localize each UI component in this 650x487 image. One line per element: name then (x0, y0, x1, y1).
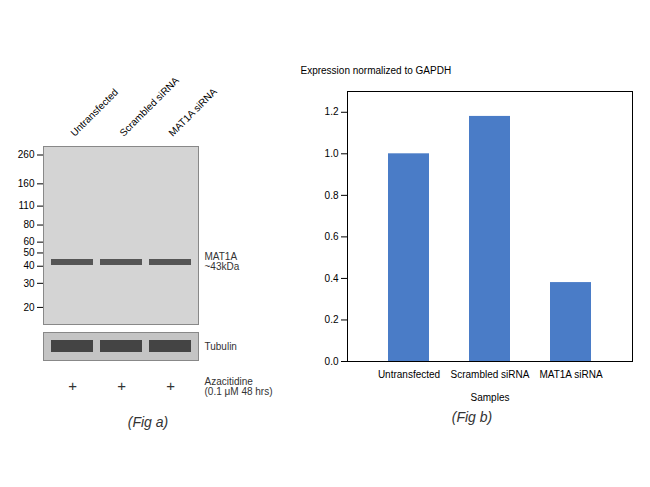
svg-text:0.6: 0.6 (325, 231, 339, 242)
svg-text:1.0: 1.0 (325, 148, 339, 159)
svg-text:0.8: 0.8 (325, 189, 339, 200)
svg-text:+: + (166, 377, 175, 394)
svg-text:MAT1A~43kDa: MAT1A~43kDa (205, 251, 240, 272)
svg-text:+: + (68, 377, 77, 394)
svg-text:110: 110 (19, 200, 35, 211)
svg-text:Tubulin: Tubulin (205, 340, 237, 351)
svg-text:60: 60 (23, 236, 35, 247)
svg-text:260: 260 (18, 149, 35, 160)
svg-text:Expression normalized to GAPDH: Expression normalized to GAPDH (301, 64, 452, 75)
svg-text:1.2: 1.2 (325, 106, 339, 117)
html-text:(Fig b): (Fig b) (451, 408, 493, 425)
svg-text:MAT1A siRNA: MAT1A siRNA (539, 368, 602, 379)
svg-text:MAT1A siRNA: MAT1A siRNA (166, 85, 219, 138)
svg-text:Untransfected: Untransfected (68, 86, 120, 138)
svg-text:30: 30 (23, 277, 35, 288)
svg-text:Azacitidine(0.1 μM 48 hrs): Azacitidine(0.1 μM 48 hrs) (205, 375, 273, 396)
svg-text:160: 160 (18, 178, 35, 189)
svg-text:0.4: 0.4 (325, 272, 339, 283)
html-text:(Fig a): (Fig a) (127, 413, 169, 430)
svg-text:80: 80 (23, 219, 35, 230)
svg-text:Scrambled siRNA: Scrambled siRNA (117, 74, 181, 138)
svg-text:Samples: Samples (471, 391, 510, 402)
svg-text:Scrambled siRNA: Scrambled siRNA (451, 368, 530, 379)
svg-text:0.0: 0.0 (325, 355, 339, 366)
svg-text:40: 40 (23, 260, 35, 271)
svg-text:0.2: 0.2 (325, 314, 339, 325)
svg-text:+: + (117, 377, 126, 394)
svg-text:50: 50 (23, 247, 35, 258)
svg-text:Untransfected: Untransfected (378, 368, 440, 379)
svg-text:20: 20 (23, 301, 35, 312)
